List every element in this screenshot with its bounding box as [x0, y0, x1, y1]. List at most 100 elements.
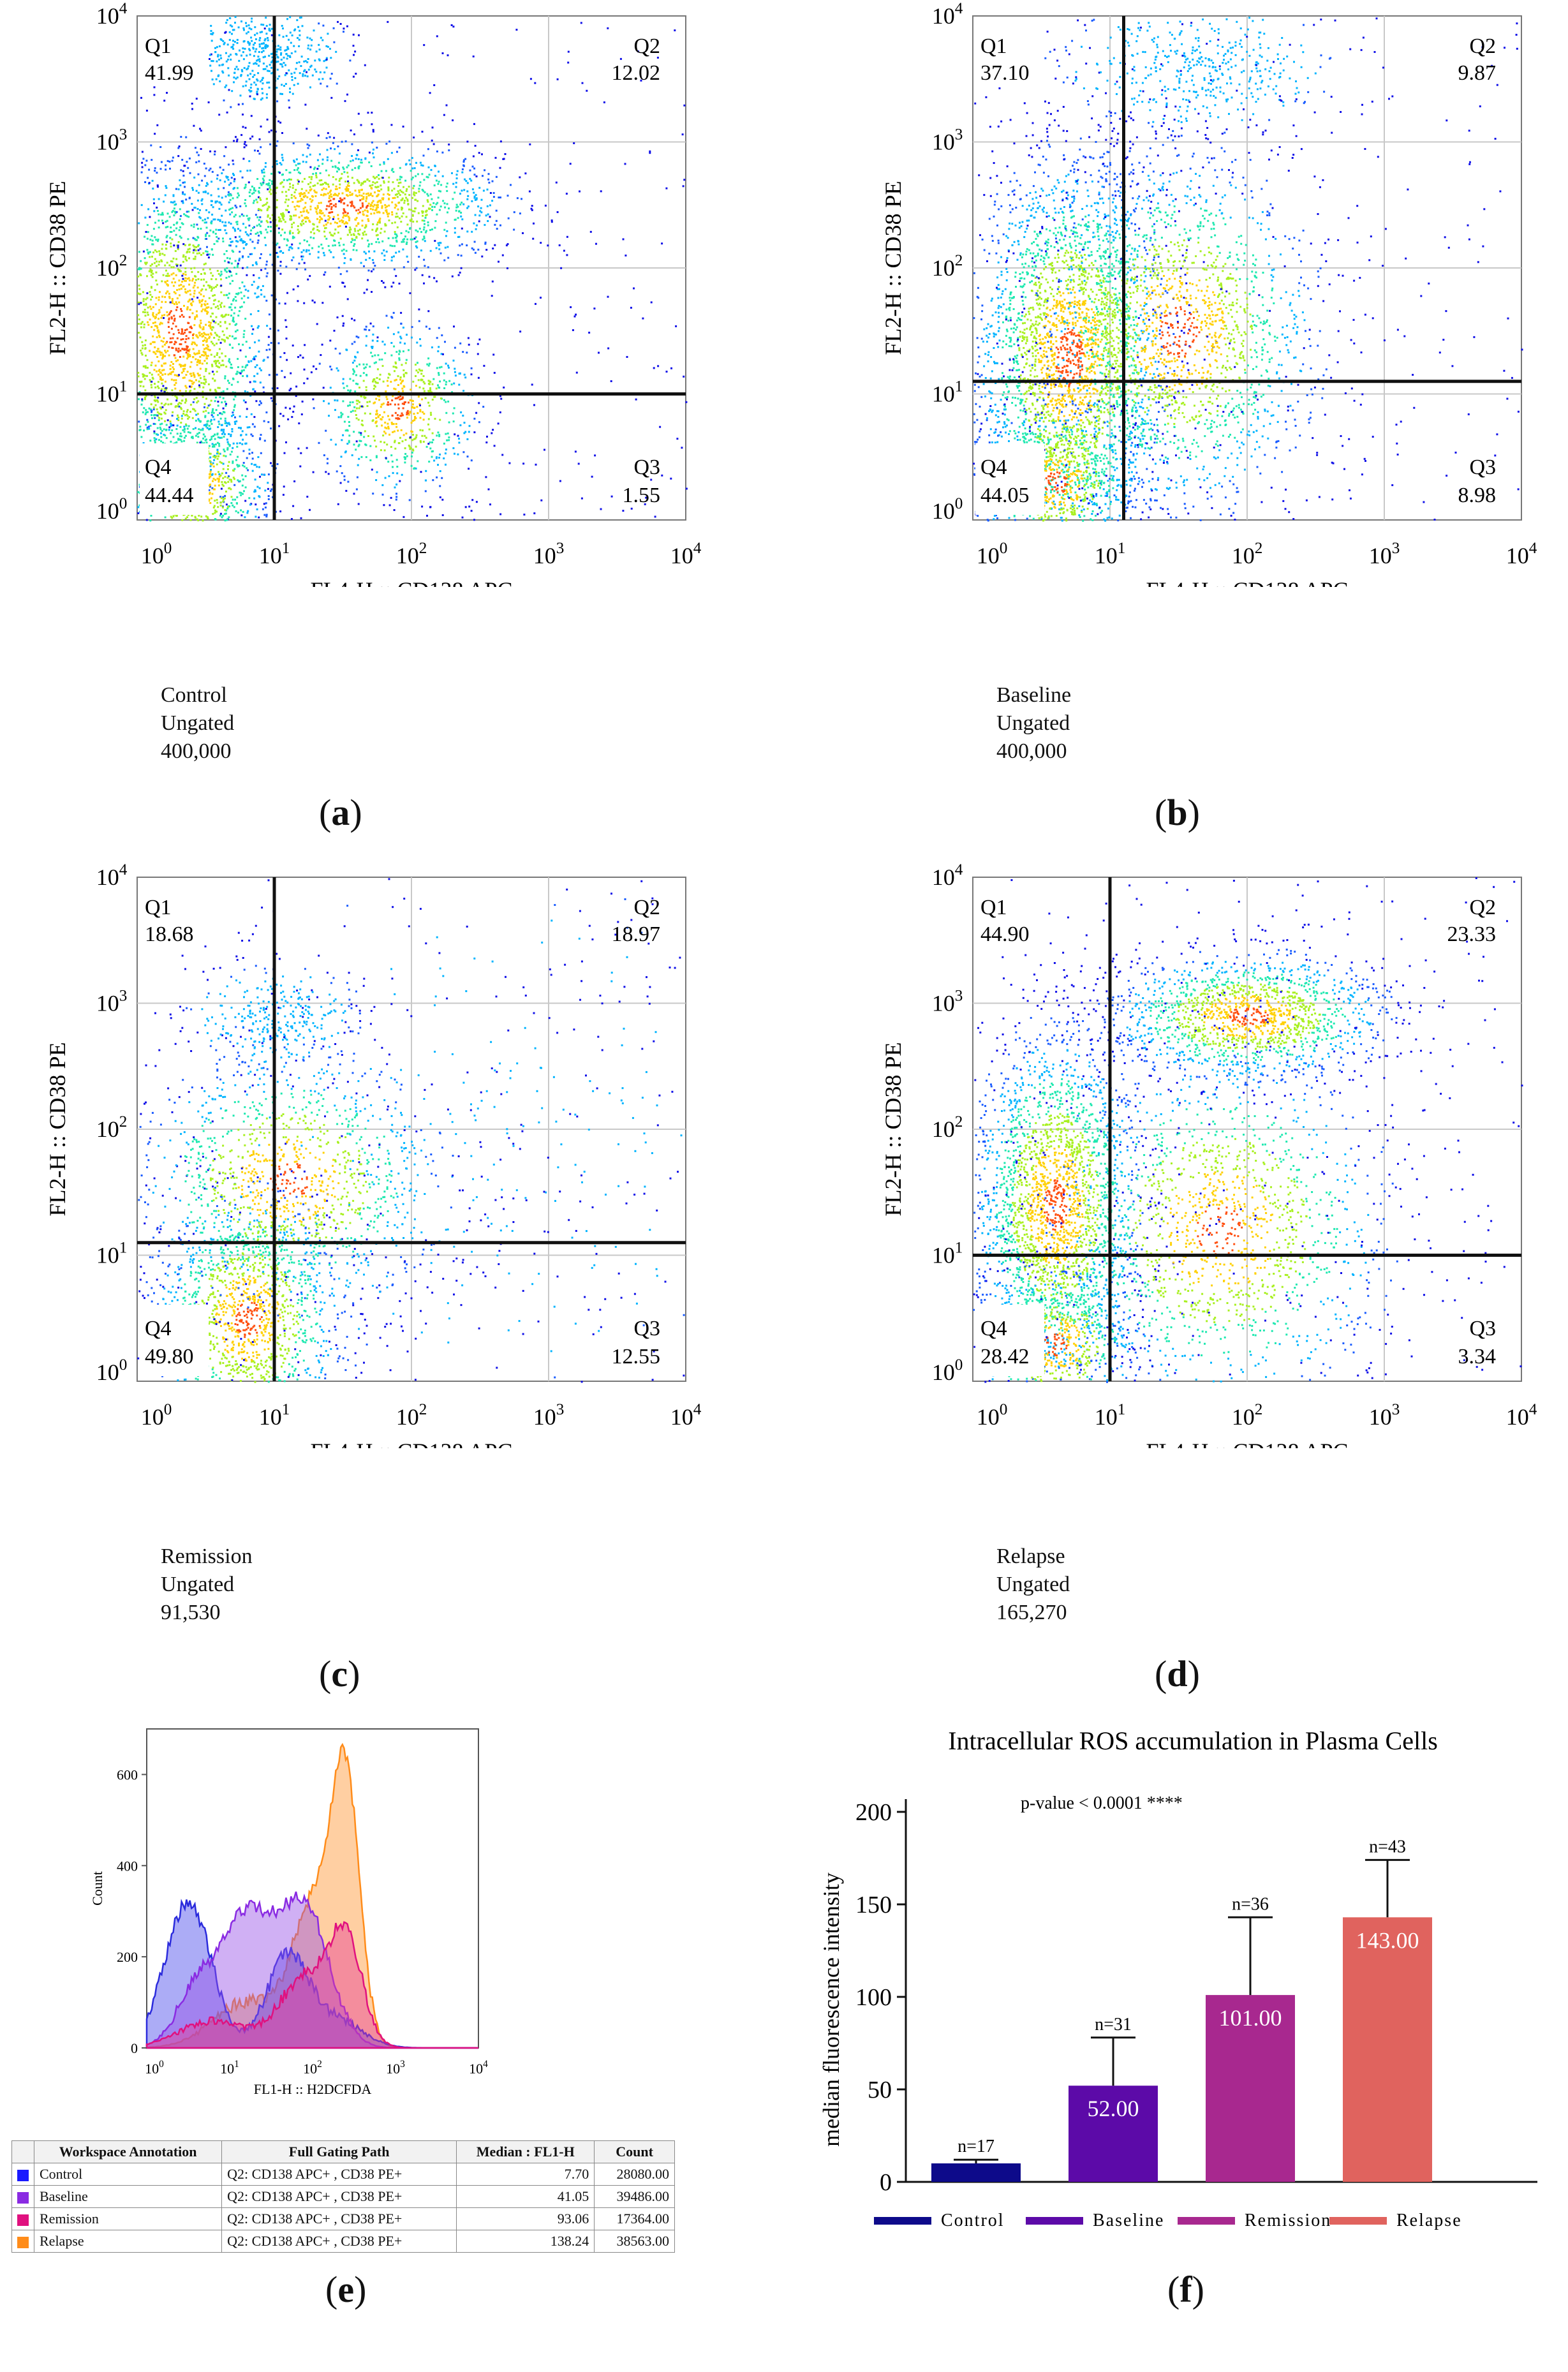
- x-tick-label-exp: 0: [164, 1401, 172, 1418]
- hist-xtick-label: 100: [145, 2059, 164, 2077]
- y-tick-label-base: 10: [96, 382, 119, 407]
- bar-control: [931, 2163, 1021, 2182]
- y-tick-label: 100: [932, 1356, 963, 1385]
- cell-path: Q2: CD138 APC+ , CD38 PE+: [221, 2163, 457, 2186]
- panel-label-c: (c): [319, 1652, 360, 1695]
- cell-path: Q2: CD138 APC+ , CD38 PE+: [221, 2230, 457, 2253]
- y-tick-label-exp: 2: [955, 252, 963, 269]
- cell-count: 17364.00: [594, 2207, 675, 2230]
- q4-name: Q4: [145, 456, 172, 479]
- sample-info-a: Control Ungated 400,000: [161, 681, 234, 766]
- cell-annotation: Baseline: [33, 2185, 223, 2208]
- q2-pct: 9.87: [1458, 61, 1497, 85]
- q1-label-bg: [140, 20, 209, 84]
- x-tick-label: 100: [141, 540, 172, 568]
- y-tick-label-base: 10: [96, 991, 119, 1016]
- y-axis-label: median fluorescence intensity: [818, 1872, 844, 2147]
- y-tick-label-base: 10: [932, 1360, 955, 1385]
- color-swatch: [17, 2169, 29, 2181]
- flow-plot-c: Q118.68Q218.97Q312.55Q449.80100100101101…: [45, 861, 702, 1448]
- color-swatch: [17, 2214, 29, 2226]
- x-tick-label-exp: 2: [1255, 540, 1263, 557]
- x-tick-label-exp: 4: [693, 540, 702, 557]
- y-tick-label-exp: 1: [955, 378, 963, 395]
- event-dots: [973, 877, 1523, 1383]
- x-axis-label: FL4-H :: CD138 APC: [1146, 577, 1348, 587]
- table-row: Baseline Q2: CD138 APC+ , CD38 PE+ 41.05 39…: [11, 2185, 675, 2208]
- panel-label-a: (a): [319, 791, 362, 834]
- x-tick-label: 104: [1506, 540, 1537, 568]
- x-tick-label-base: 10: [396, 1404, 419, 1430]
- y-tick-label: 100: [932, 495, 963, 524]
- y-tick-label: 100: [96, 1356, 128, 1385]
- hist-xtick-label-exp: 3: [400, 2059, 405, 2070]
- x-tick-label-base: 10: [977, 1404, 1000, 1430]
- y-axis-label: FL2-H :: CD38 PE: [45, 1042, 70, 1216]
- q4-name: Q4: [980, 1317, 1007, 1340]
- sample-info-c: Remission Ungated 91,530: [161, 1543, 253, 1627]
- legend-label-control: Control: [941, 2211, 1005, 2230]
- row-swatch: [11, 2163, 34, 2186]
- y-tick-label-base: 10: [96, 1243, 119, 1268]
- y-tick-label: 100: [855, 1984, 892, 2011]
- hist-y-label: Count: [89, 1871, 105, 1906]
- y-tick-label-exp: 0: [119, 495, 128, 512]
- flow-plot-d: Q144.90Q223.33Q33.34Q428.421001001011011…: [880, 861, 1537, 1448]
- y-tick-label-base: 10: [932, 991, 955, 1016]
- y-tick-label-exp: 3: [955, 126, 963, 143]
- y-tick-label: 100: [96, 495, 128, 524]
- q1-pct: 18.68: [145, 923, 194, 946]
- y-axis-label: FL2-H :: CD38 PE: [45, 181, 70, 355]
- x-tick-label: 100: [977, 540, 1008, 568]
- y-tick-label-exp: 3: [119, 987, 128, 1004]
- flow-plot-a: Q141.99Q212.02Q31.55Q444.441001001011011…: [45, 0, 702, 587]
- x-tick-label: 103: [533, 1401, 565, 1430]
- x-tick-label: 103: [1369, 1401, 1400, 1430]
- n-label-relapse: n=43: [1369, 1837, 1406, 1857]
- x-tick-label-exp: 3: [556, 540, 565, 557]
- x-tick-label: 100: [141, 1401, 172, 1430]
- y-tick-label-base: 10: [96, 498, 119, 524]
- q1-label-bg: [975, 20, 1044, 84]
- q4-label-bg: [975, 1305, 1044, 1376]
- x-tick-label-exp: 1: [1118, 540, 1126, 557]
- y-tick-label: 104: [96, 861, 128, 890]
- x-tick-label-exp: 4: [693, 1401, 702, 1418]
- y-tick-label-exp: 1: [955, 1239, 963, 1256]
- sample-info-d: Relapse Ungated 165,270: [996, 1543, 1070, 1627]
- y-tick-label-exp: 2: [955, 1113, 963, 1130]
- table-header-median: Median : FL1-H: [456, 2140, 595, 2163]
- x-tick-label: 104: [1506, 1401, 1537, 1430]
- y-tick-label-base: 10: [932, 498, 955, 524]
- value-label-relapse: 143.00: [1356, 1927, 1419, 1953]
- y-tick-label: 102: [932, 1113, 963, 1142]
- y-tick-label: 103: [932, 126, 963, 154]
- q2-pct: 12.02: [612, 61, 661, 85]
- y-tick-label-base: 10: [932, 1116, 955, 1142]
- q3-pct: 12.55: [612, 1345, 661, 1368]
- q1-name: Q1: [145, 34, 172, 58]
- y-tick-label-base: 10: [96, 130, 119, 155]
- hist-ytick-label: 600: [117, 1767, 138, 1783]
- q4-label-bg: [975, 443, 1044, 515]
- table-row: Relapse Q2: CD138 APC+ , CD38 PE+ 138.24 38…: [11, 2230, 675, 2253]
- x-tick-label: 100: [977, 1401, 1008, 1430]
- y-tick-label: 104: [932, 861, 963, 890]
- row-swatch: [11, 2185, 34, 2208]
- hist-ytick-label: 400: [117, 1858, 138, 1874]
- color-swatch: [17, 2236, 29, 2248]
- legend-swatch-remission: [1178, 2217, 1235, 2225]
- y-tick-label-base: 10: [96, 3, 119, 29]
- y-tick-label: 102: [96, 1113, 128, 1142]
- legend-swatch-control: [874, 2217, 931, 2225]
- cell-path: Q2: CD138 APC+ , CD38 PE+: [221, 2207, 457, 2230]
- x-tick-label-exp: 3: [556, 1401, 565, 1418]
- y-tick-label: 103: [96, 126, 128, 154]
- x-axis-label: FL4-H :: CD138 APC: [310, 1439, 512, 1448]
- q2-name: Q2: [633, 34, 660, 58]
- x-tick-label: 101: [259, 540, 290, 568]
- q2-pct: 18.97: [612, 923, 661, 946]
- y-tick-label: 101: [932, 378, 963, 406]
- x-tick-label-exp: 2: [1255, 1401, 1263, 1418]
- cell-annotation: Relapse: [33, 2230, 223, 2253]
